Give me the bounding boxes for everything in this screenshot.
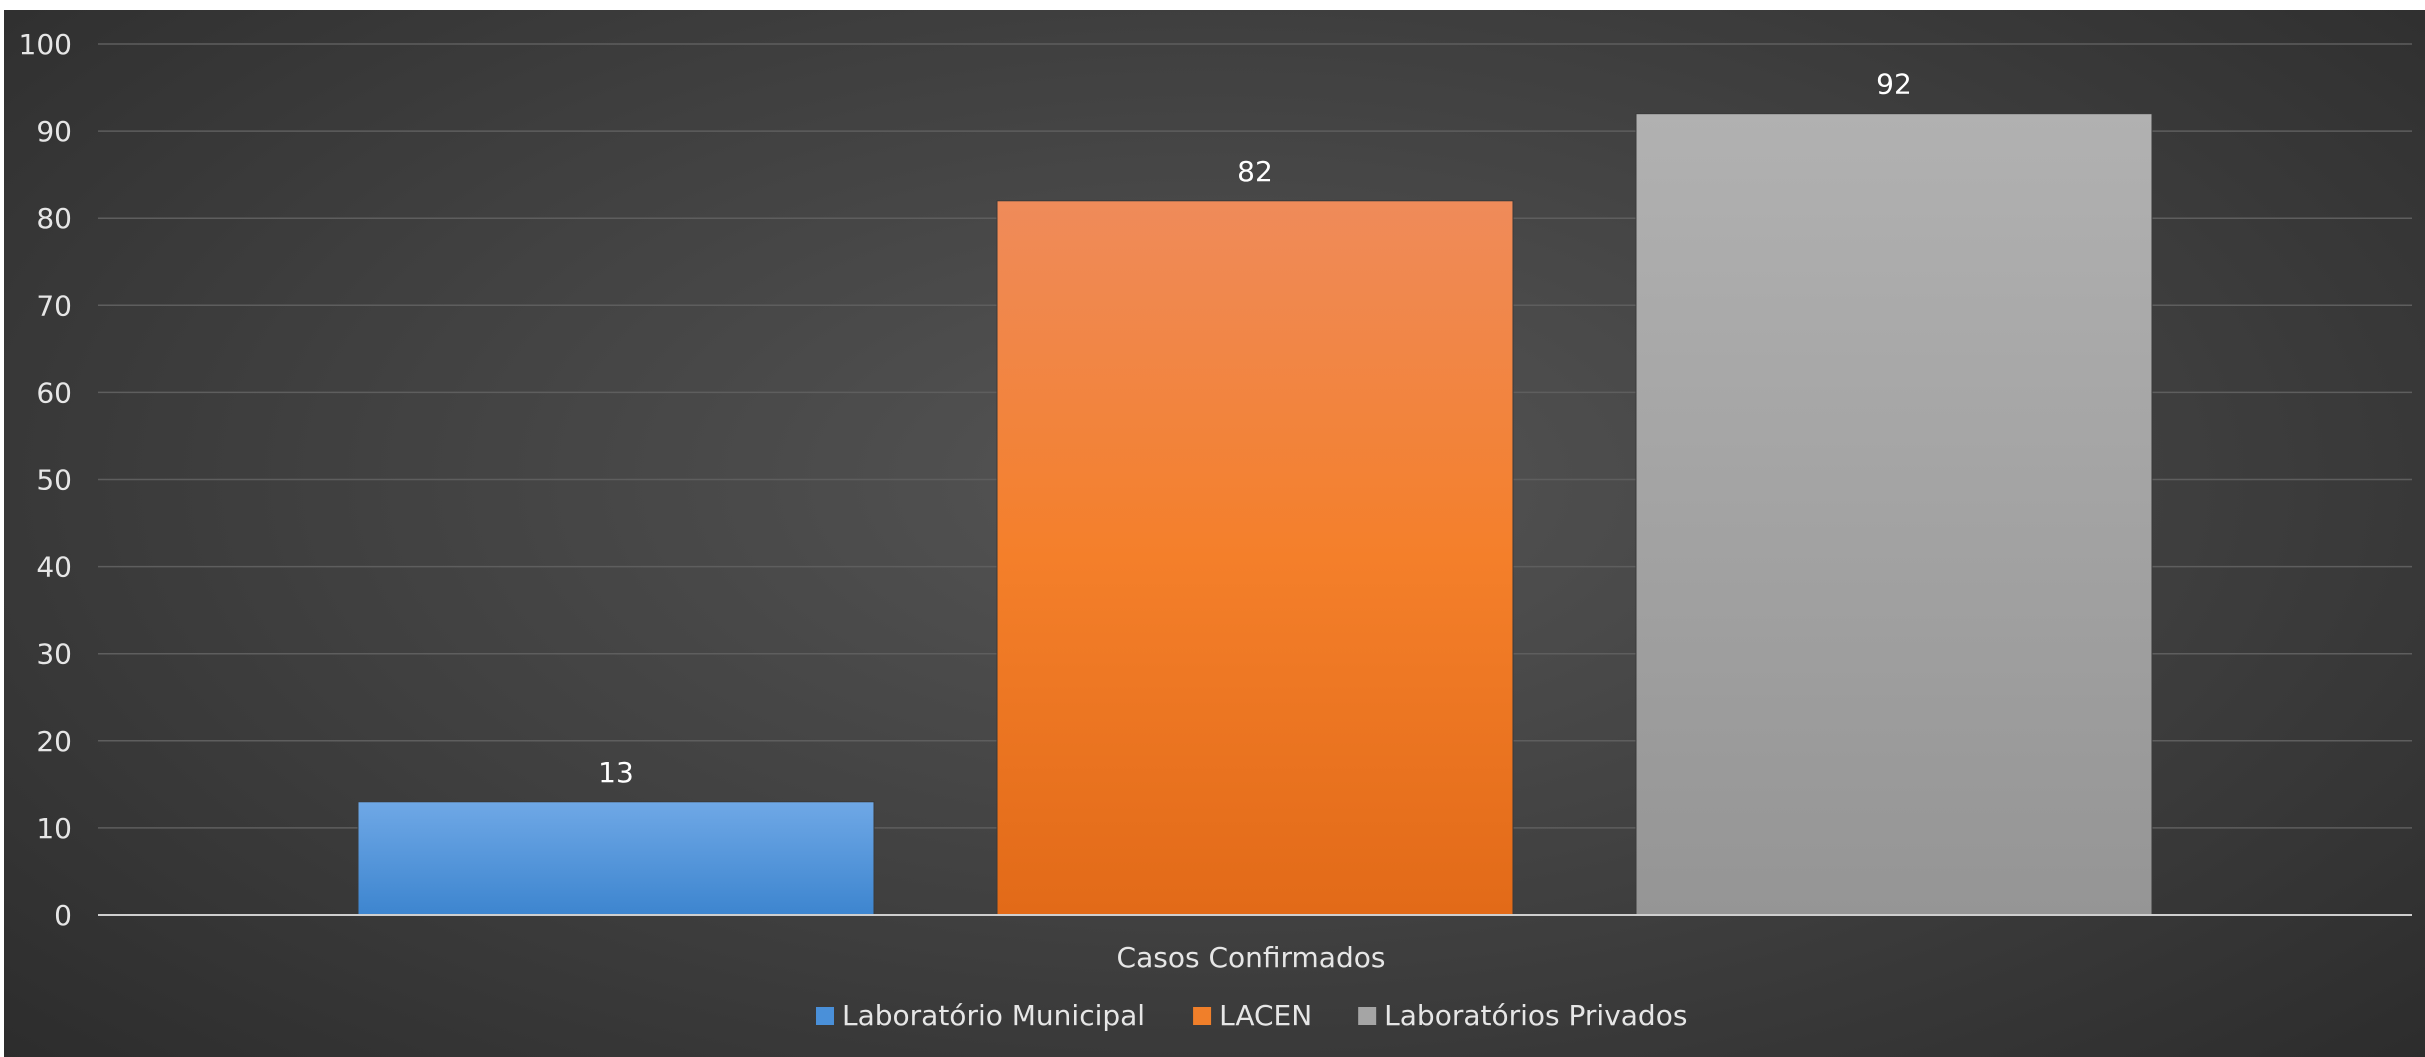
- y-tick-label: 20: [36, 725, 72, 758]
- y-tick-label: 40: [36, 551, 72, 584]
- y-tick-label: 10: [36, 812, 72, 845]
- legend-label: LACEN: [1219, 999, 1312, 1032]
- data-labels: 13 82 92: [598, 68, 1912, 789]
- y-tick-label: 30: [36, 638, 72, 671]
- y-tick-label: 0: [54, 899, 72, 932]
- legend-label: Laboratórios Privados: [1384, 999, 1687, 1032]
- y-tick-label: 60: [36, 376, 72, 409]
- y-axis: 0 10 20 30 40 50 60 70 80 90 100: [19, 28, 72, 932]
- data-label: 13: [598, 756, 634, 789]
- bar-chart: 0 10 20 30 40 50 60 70 80 90 100 13 82 92 Casos Conf…: [19, 28, 2412, 1032]
- data-label: 92: [1876, 68, 1912, 101]
- legend-swatch: [1193, 1007, 1212, 1025]
- y-tick-label: 90: [36, 115, 72, 148]
- data-label: 82: [1237, 155, 1273, 188]
- legend-swatch: [1358, 1007, 1377, 1025]
- y-tick-label: 70: [36, 289, 72, 322]
- x-axis-category-label: Casos Confirmados: [1117, 941, 1386, 974]
- bars: [357, 113, 2153, 916]
- y-tick-label: 100: [19, 28, 72, 61]
- legend-swatch: [816, 1007, 834, 1025]
- bar-laborat-rio-municipal: [357, 801, 875, 916]
- legend-label: Laboratório Municipal: [842, 999, 1145, 1032]
- y-tick-label: 80: [36, 202, 72, 235]
- chart-area: 0 10 20 30 40 50 60 70 80 90 100 13 82 92 Casos Conf…: [4, 10, 2425, 1057]
- legend: Laboratório Municipal LACEN Laboratórios P…: [816, 999, 1687, 1032]
- bar-lacen: [996, 200, 1514, 916]
- y-tick-label: 50: [36, 464, 72, 497]
- bar-laborat-rios-privados: [1635, 113, 2153, 916]
